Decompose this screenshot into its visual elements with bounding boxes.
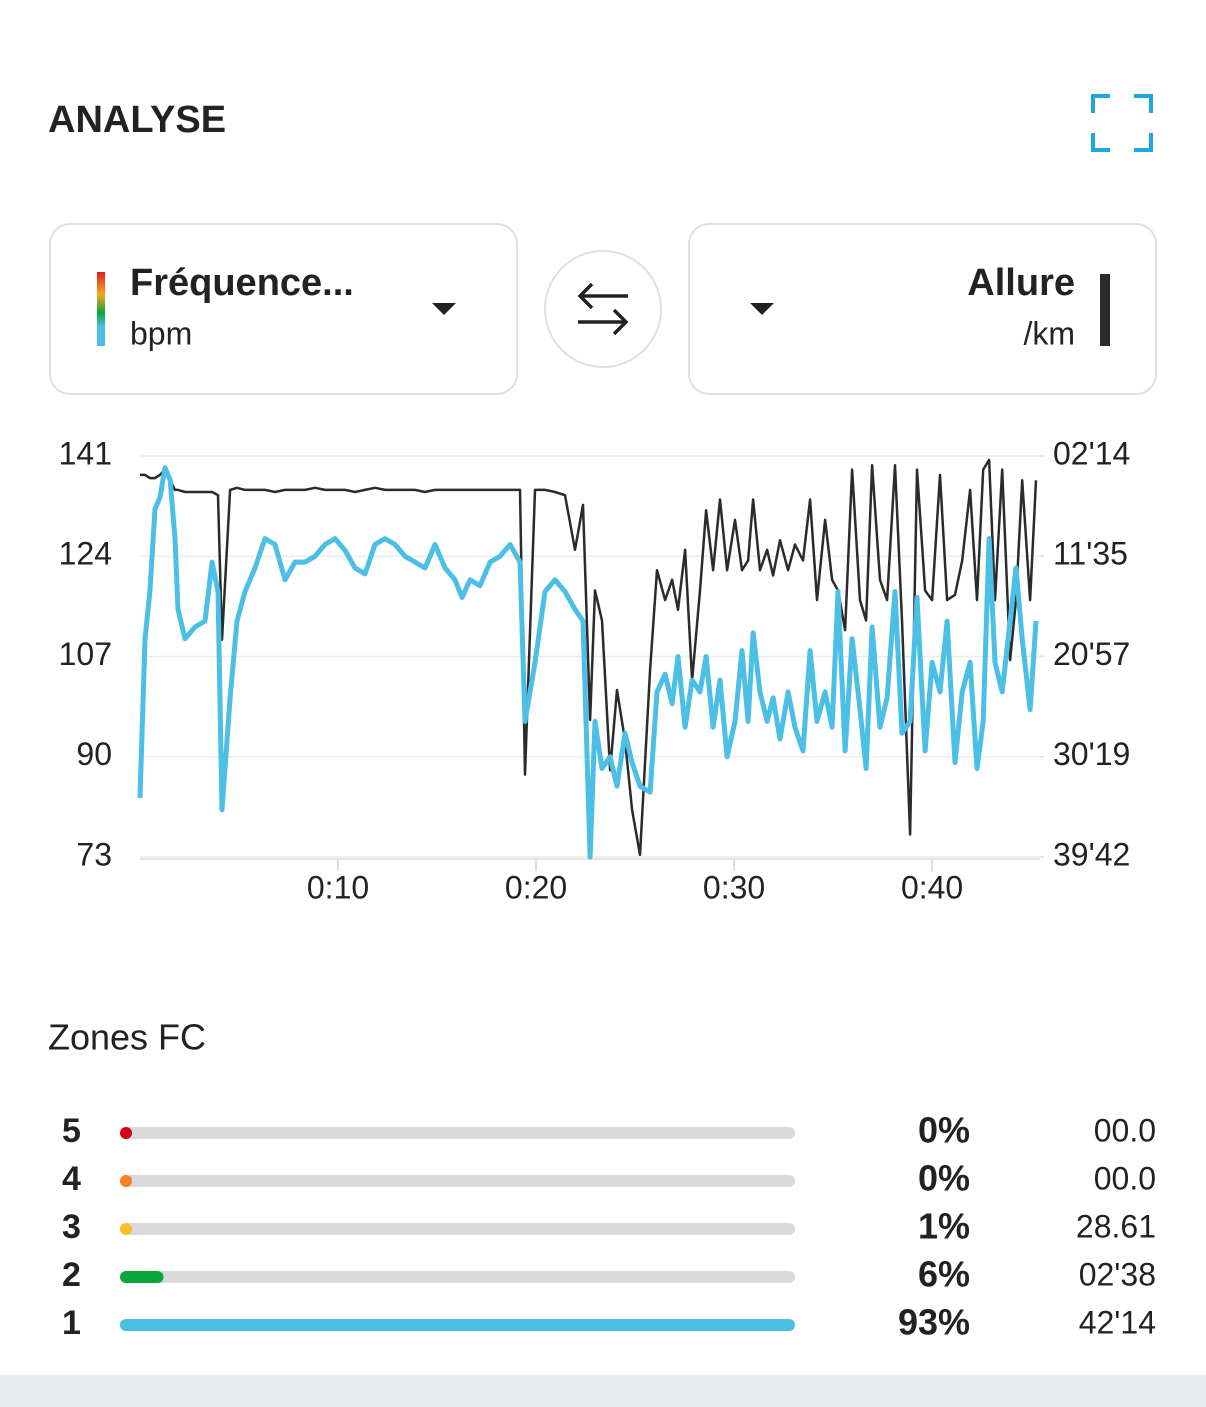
zone-track <box>120 1175 795 1187</box>
section-title: ANALYSE <box>48 99 226 141</box>
selector-unit: /km <box>1023 315 1075 351</box>
y-tick-label: 73 <box>76 836 112 872</box>
zone-bar <box>120 1127 132 1139</box>
y-tick-label: 107 <box>59 636 112 672</box>
dropdown-arrow <box>750 303 774 315</box>
zone-time: 02'38 <box>1079 1256 1156 1292</box>
zone-bar <box>120 1175 132 1187</box>
y2-tick-label: 02'14 <box>1053 435 1130 471</box>
swap-button[interactable] <box>544 250 662 368</box>
x-tick-label: 0:30 <box>703 869 765 905</box>
chart: 73 90 107 124 141 02'14 11'35 20'57 30'19 39'42 0:… <box>59 435 1131 905</box>
left-selector[interactable]: Fréquence... bpm <box>49 223 518 395</box>
x-tick-label: 0:20 <box>505 869 567 905</box>
pace-color-bar <box>1100 274 1110 346</box>
x-tick-label: 0:40 <box>901 869 963 905</box>
zone-track <box>120 1223 795 1235</box>
expand-button[interactable] <box>1091 94 1153 152</box>
zone-percent: 93% <box>898 1302 970 1343</box>
zone-track <box>120 1127 795 1139</box>
bottom-band <box>0 1375 1206 1407</box>
hr-color-bar <box>97 272 105 346</box>
y-tick-label: 90 <box>76 736 112 772</box>
zone-percent: 0% <box>918 1110 970 1151</box>
right-selector[interactable]: Allure /km <box>688 223 1157 395</box>
zone-bar <box>120 1319 795 1331</box>
zone-time: 00.0 <box>1094 1112 1156 1148</box>
y2-tick-label: 39'42 <box>1053 836 1130 872</box>
zone-track <box>120 1271 795 1283</box>
zone-bar <box>120 1223 132 1235</box>
y2-tick-label: 20'57 <box>1053 636 1130 672</box>
dropdown-arrow <box>432 303 456 315</box>
zone-time: 28.61 <box>1076 1208 1156 1244</box>
selector-label: Fréquence... <box>130 262 354 304</box>
selector-box <box>49 223 518 395</box>
selector-unit: bpm <box>130 315 192 351</box>
zone-number: 4 <box>62 1160 81 1198</box>
zone-percent: 1% <box>918 1206 970 1247</box>
y2-tick-label: 30'19 <box>1053 736 1130 772</box>
zones-list: 5 0% 00.0 4 0% 00.0 3 1% 28.61 2 6% 02'38 1 93% 42'14 <box>62 1110 1156 1343</box>
y2-tick-label: 11'35 <box>1053 536 1128 572</box>
zone-time: 42'14 <box>1079 1304 1156 1340</box>
zone-time: 00.0 <box>1094 1160 1156 1196</box>
zone-number: 5 <box>62 1112 81 1150</box>
swap-icon <box>577 282 629 336</box>
zone-number: 3 <box>62 1208 81 1246</box>
selector-label: Allure <box>967 262 1075 304</box>
expand-icon <box>1091 94 1153 152</box>
zone-percent: 6% <box>918 1254 970 1295</box>
x-tick-label: 0:10 <box>307 869 369 905</box>
zone-number: 2 <box>62 1256 81 1294</box>
y-tick-label: 141 <box>59 435 112 471</box>
zones-title: Zones FC <box>48 1017 206 1058</box>
heart-rate-line <box>137 465 1039 860</box>
zone-bar <box>120 1271 164 1283</box>
swap-circle <box>544 250 662 368</box>
zone-percent: 0% <box>918 1158 970 1199</box>
selector-box <box>688 223 1157 395</box>
y-tick-label: 124 <box>59 536 112 572</box>
zone-number: 1 <box>62 1304 81 1342</box>
